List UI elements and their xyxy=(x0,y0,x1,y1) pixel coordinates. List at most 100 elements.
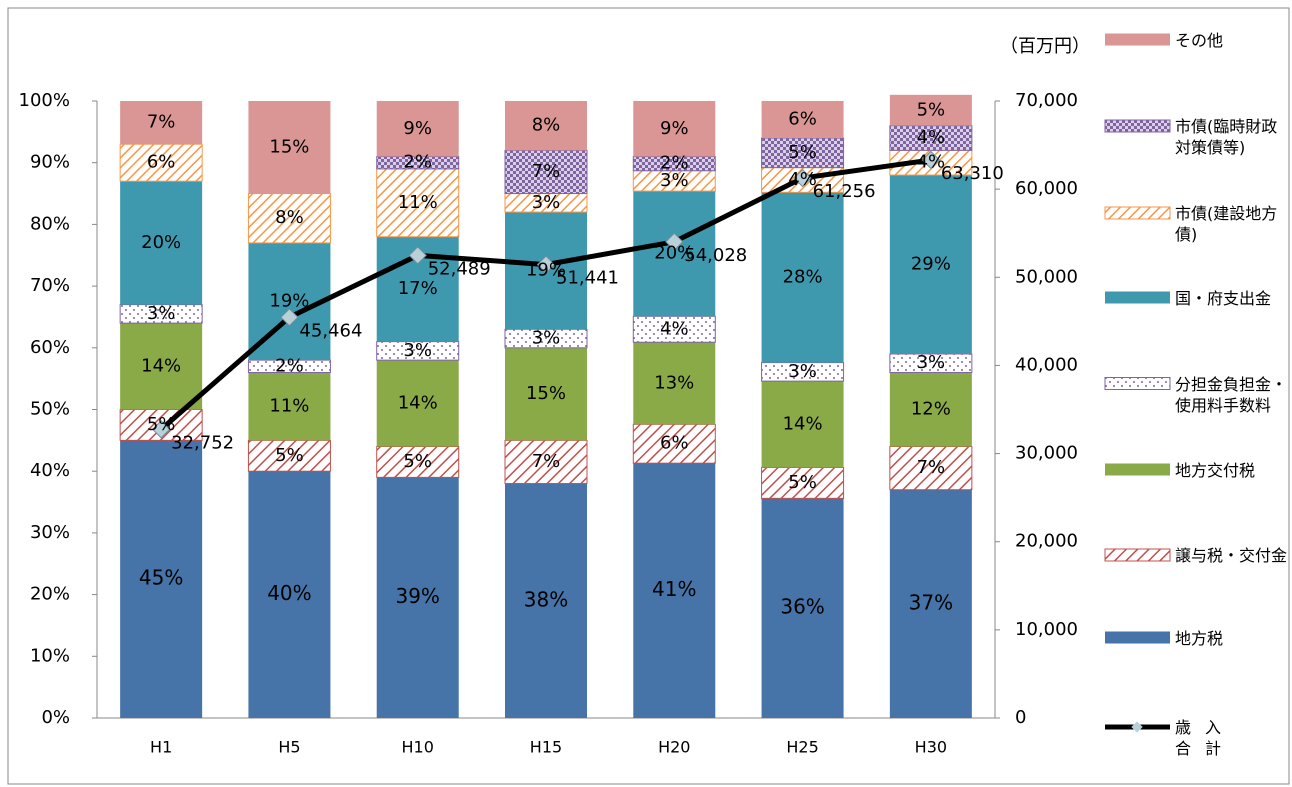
bar-segment xyxy=(504,149,588,195)
bar-value-label: 5% xyxy=(788,472,817,493)
bar-segment xyxy=(505,347,587,441)
bar-value-label: 38% xyxy=(524,587,568,611)
bar-segment xyxy=(376,446,460,478)
legend-label: 国・府支出金 xyxy=(1175,288,1272,308)
bar-segment xyxy=(761,101,844,139)
bar-value-label: 5% xyxy=(917,99,946,120)
legend-swatch xyxy=(1104,377,1171,390)
bar-segment xyxy=(247,439,331,472)
bar-value-label: 11% xyxy=(269,395,309,416)
legend-label: 譲与税・交付金 xyxy=(1175,546,1288,565)
bar-segment xyxy=(505,483,587,718)
bar-value-label: 29% xyxy=(911,254,951,275)
bar-segment xyxy=(120,181,203,305)
bar-value-label: 15% xyxy=(526,383,566,404)
bar-segment xyxy=(120,101,203,145)
line-marker xyxy=(280,308,299,327)
bar-value-label: 12% xyxy=(911,399,951,420)
bar-value-label: 3% xyxy=(660,170,689,191)
bar-value-label: 4% xyxy=(917,127,946,148)
line-marker xyxy=(151,420,171,439)
bar-value-label: 5% xyxy=(403,451,432,472)
bar-value-label: 6% xyxy=(788,109,817,130)
bar-segment xyxy=(633,463,716,718)
bar-value-label: 2% xyxy=(660,153,689,174)
bar-segment xyxy=(633,342,716,425)
bar-value-label: 6% xyxy=(147,152,176,173)
y2-tick-label: 0 xyxy=(1015,707,1026,728)
line-value-label: 54,028 xyxy=(684,245,747,266)
bar-value-label: 8% xyxy=(275,207,304,228)
bar-segment xyxy=(889,372,972,447)
line-value-label: 63,310 xyxy=(941,163,1004,184)
y2-tick-label: 60,000 xyxy=(1015,178,1078,199)
y2-tick-label: 20,000 xyxy=(1015,531,1078,552)
bar-value-label: 5% xyxy=(275,445,304,466)
bar-segment xyxy=(248,471,331,718)
bar-segment xyxy=(119,143,203,182)
x-tick-label: H20 xyxy=(658,738,690,757)
bar-value-label: 3% xyxy=(147,303,176,324)
y-tick-label: 30% xyxy=(30,522,70,543)
bar-value-label: 5% xyxy=(788,142,817,163)
bar-value-label: 28% xyxy=(783,266,823,287)
y-tick-label: 0% xyxy=(41,707,70,728)
bar-segment xyxy=(889,94,972,126)
bar-value-label: 9% xyxy=(660,118,689,139)
bar-segment xyxy=(761,466,845,499)
y2-tick-label: 10,000 xyxy=(1015,619,1078,640)
y2-tick-label: 70,000 xyxy=(1015,90,1078,111)
bar-value-label: 20% xyxy=(141,232,181,253)
bar-segment xyxy=(120,440,203,718)
bar-segment xyxy=(248,101,331,194)
bar-value-label: 19% xyxy=(269,291,309,312)
bar-segment xyxy=(889,353,973,373)
bar-segment xyxy=(633,101,716,157)
x-tick-label: H1 xyxy=(150,738,172,757)
y2-tick-label: 30,000 xyxy=(1015,443,1078,464)
legend-label: 市債(建設地方債) xyxy=(1175,204,1278,244)
legend-label: その他 xyxy=(1175,30,1224,50)
bar-segment xyxy=(632,315,716,343)
line-value-label: 32,752 xyxy=(171,432,234,453)
bar-value-label: 8% xyxy=(532,115,561,136)
bar-value-label: 37% xyxy=(909,590,953,614)
y-tick-label: 100% xyxy=(19,90,70,111)
bar-value-label: 3% xyxy=(917,352,946,373)
legend-swatch xyxy=(1104,206,1171,220)
bar-segment xyxy=(376,101,459,157)
line-value-label: 61,256 xyxy=(813,181,876,202)
bar-value-label: 19% xyxy=(526,260,566,281)
y-tick-label: 20% xyxy=(30,584,70,605)
legend-label: 分担金負担金・使用料手数料 xyxy=(1175,374,1288,415)
bar-value-label: 4% xyxy=(788,169,817,190)
y-tick-label: 60% xyxy=(30,337,70,358)
bar-segment xyxy=(889,489,972,718)
bar-value-label: 2% xyxy=(275,355,304,376)
bar-segment xyxy=(376,360,459,447)
line-value-label: 45,464 xyxy=(299,320,362,341)
bar-value-label: 7% xyxy=(917,457,946,478)
bar-segment xyxy=(505,101,587,151)
bar-value-label: 39% xyxy=(395,584,439,608)
bar-value-label: 7% xyxy=(532,451,561,472)
legend-label: 市債(臨時財政対策債等) xyxy=(1175,117,1278,157)
line-marker xyxy=(793,168,812,188)
legend-marker xyxy=(1131,721,1143,733)
bar-segment xyxy=(889,175,972,354)
bar-value-label: 14% xyxy=(398,392,438,413)
bar-value-label: 40% xyxy=(267,581,311,605)
bar-value-label: 15% xyxy=(269,136,309,157)
legend-label: 地方交付税 xyxy=(1175,460,1256,480)
y-tick-label: 70% xyxy=(30,275,70,296)
x-tick-label: H30 xyxy=(915,738,947,757)
bar-value-label: 3% xyxy=(788,361,817,382)
line-value-label: 52,489 xyxy=(428,258,491,279)
y-tick-label: 40% xyxy=(30,460,70,481)
bar-value-label: 9% xyxy=(403,118,432,139)
bar-value-label: 7% xyxy=(532,161,561,182)
legend-swatch xyxy=(1104,119,1171,133)
legend-label: 地方税 xyxy=(1175,628,1224,648)
